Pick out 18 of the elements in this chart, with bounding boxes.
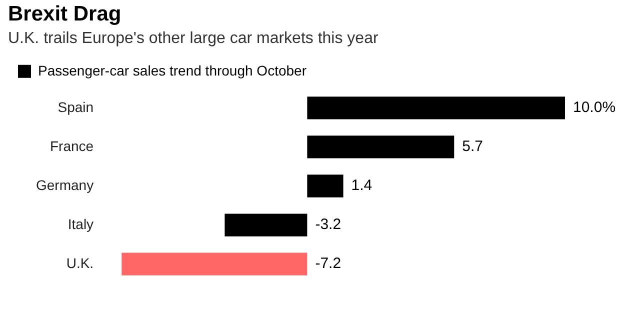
bar	[307, 174, 344, 198]
y-tick-label: U.K.	[66, 254, 94, 271]
y-tick-label: France	[50, 138, 94, 154]
bar	[122, 252, 308, 276]
chart-title: Brexit Drag	[8, 2, 122, 26]
bar	[307, 136, 454, 158]
legend-label: Passenger-car sales trend through October	[38, 62, 307, 78]
bar	[224, 214, 308, 236]
y-tick-label: Italy	[68, 216, 94, 232]
data-label: -3.2	[315, 216, 342, 234]
chart-subtitle: U.K. trails Europe's other large car markets this year	[8, 30, 379, 48]
y-tick-label: Germany	[36, 176, 94, 193]
data-label: 5.7	[462, 138, 483, 156]
data-label: -7.2	[315, 255, 342, 272]
y-tick-label: Spain	[58, 98, 94, 115]
data-label: 10.0%	[573, 99, 616, 116]
data-label: 1.4	[351, 177, 372, 194]
bar	[307, 96, 565, 120]
